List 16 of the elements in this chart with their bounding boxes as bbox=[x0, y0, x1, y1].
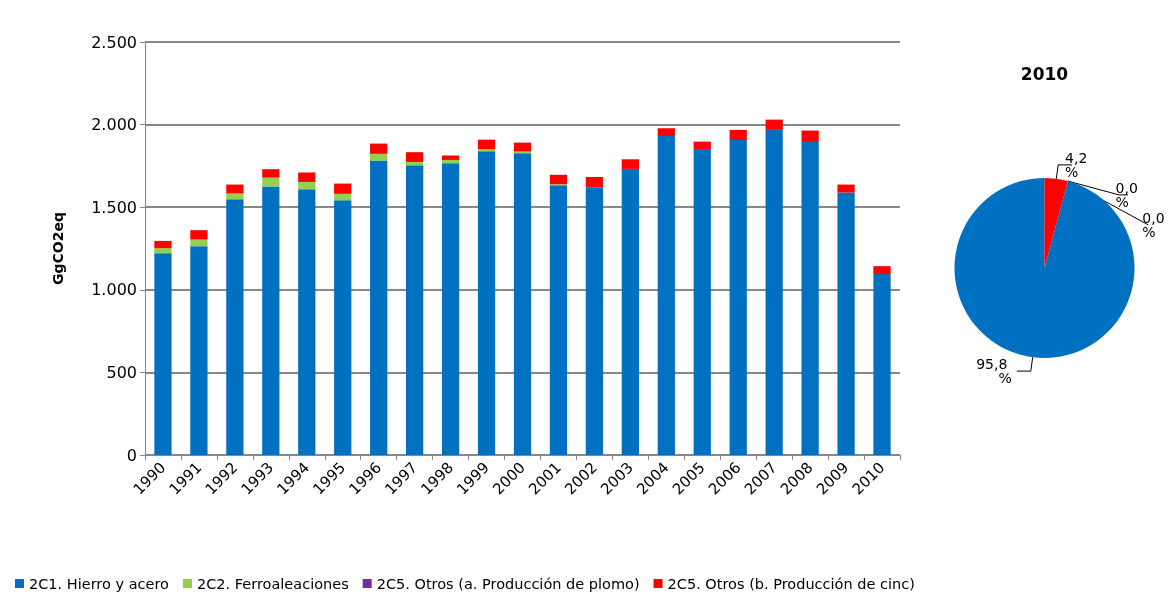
y-tick-label: 500 bbox=[106, 362, 137, 382]
legend-label: 2C5. Otros (b. Producción de cinc) bbox=[667, 575, 915, 592]
y-tick-label: 2.000 bbox=[91, 115, 137, 135]
data-label: 95,8 % bbox=[976, 356, 1012, 387]
y-tick-label: 1.000 bbox=[91, 280, 137, 300]
text: 0,0 % bbox=[1115, 179, 1138, 210]
legend-label: 2C2. Ferroaleaciones bbox=[196, 575, 349, 592]
y-axis-title: GgCO2eq bbox=[50, 212, 66, 285]
chart-title: 2010 bbox=[1020, 63, 1069, 84]
y-tick-label: 2.500 bbox=[91, 32, 137, 52]
text: 0,0 % bbox=[1142, 209, 1165, 240]
legend-label: 2C1. Hierro y acero bbox=[29, 575, 170, 592]
data-label: 4,2 % bbox=[1065, 149, 1092, 180]
y-tick-label: 0 bbox=[126, 445, 137, 465]
legend-label: 2C5. Otros (a. Producción de plomo) bbox=[376, 575, 640, 592]
y-tick-label: 1.500 bbox=[91, 197, 137, 217]
